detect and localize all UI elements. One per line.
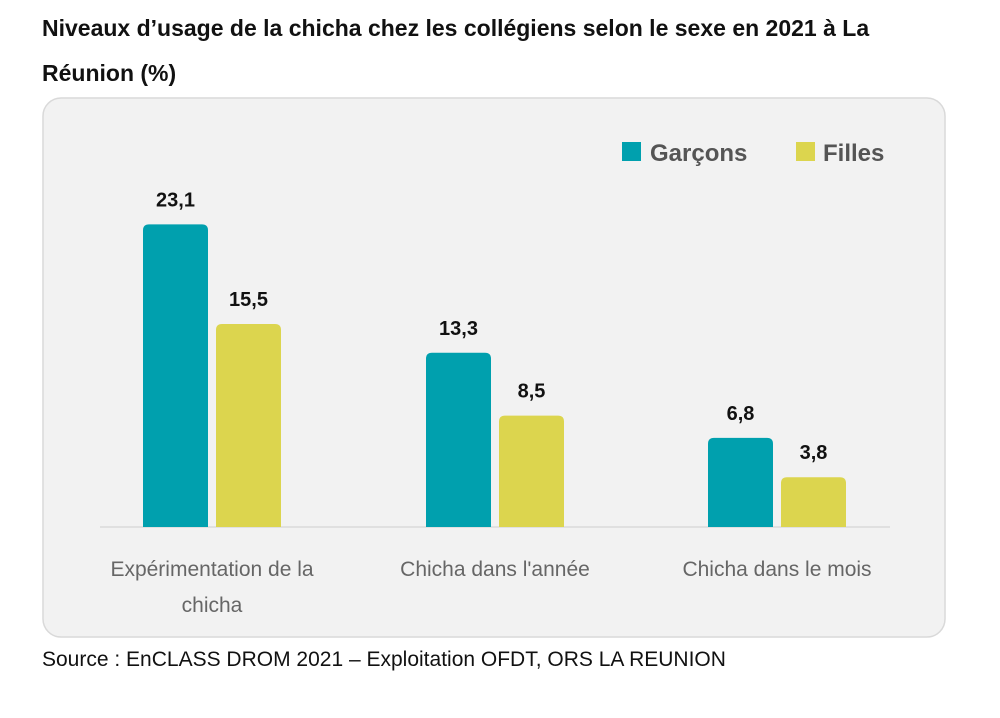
bar-garcons-1: [426, 352, 491, 527]
bar-garcons-0: [143, 224, 208, 527]
legend-swatch-garcons: [622, 142, 641, 161]
category-label: Expérimentation de la: [110, 558, 313, 581]
data-label: 13,3: [439, 318, 478, 340]
category-label: chicha: [182, 594, 243, 617]
data-label: 6,8: [727, 403, 755, 425]
bar-filles-2: [781, 477, 846, 527]
source-note: Source : EnCLASS DROM 2021 – Exploitatio…: [42, 648, 726, 671]
data-label: 3,8: [800, 442, 828, 464]
bar-filles-1: [499, 415, 564, 527]
legend-swatch-filles: [796, 142, 815, 161]
category-label: Chicha dans le mois: [682, 558, 871, 581]
legend: Garçons Filles: [622, 140, 884, 167]
data-label: 15,5: [229, 289, 268, 311]
legend-label-filles: Filles: [823, 140, 884, 167]
category-label: Chicha dans l'année: [400, 558, 590, 581]
bar-filles-0: [216, 323, 281, 527]
bar-garcons-2: [708, 437, 773, 527]
data-label: 23,1: [156, 189, 195, 211]
legend-label-garcons: Garçons: [650, 140, 747, 167]
chart-title: Niveaux d’usage de la chicha chez les co…: [42, 15, 870, 86]
data-label: 8,5: [518, 381, 546, 403]
